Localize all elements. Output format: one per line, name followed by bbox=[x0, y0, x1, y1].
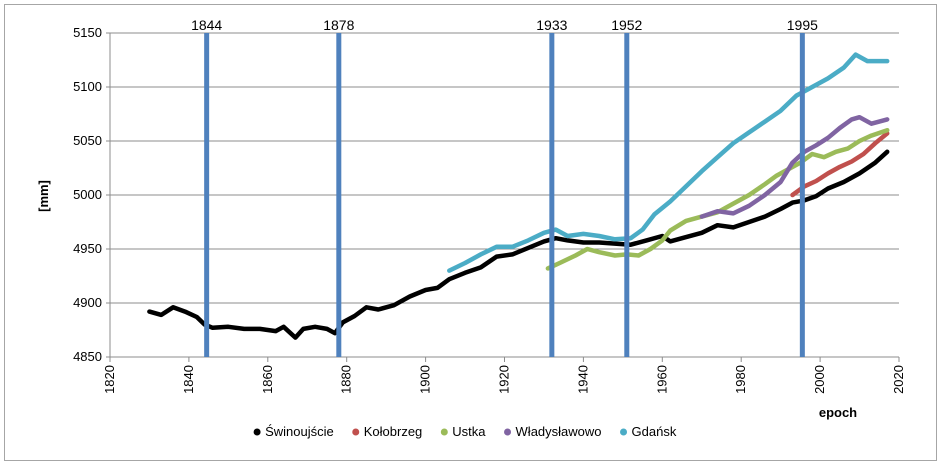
series-layer bbox=[147, 52, 890, 340]
x-tick-label: 1920 bbox=[497, 365, 512, 394]
legend-item: Kołobrzeg bbox=[352, 424, 422, 439]
y-tick-label: 5050 bbox=[73, 133, 102, 148]
x-axis-title: epoch bbox=[819, 405, 857, 420]
epoch-label: 1878 bbox=[323, 17, 354, 33]
legend-marker bbox=[352, 428, 360, 436]
x-tick-label: 1960 bbox=[654, 365, 669, 394]
x-tick-label: 1940 bbox=[575, 365, 590, 394]
epoch-markers: 1844 1878 1933 1952 1995 bbox=[191, 17, 818, 357]
legend-item: Świnoujście bbox=[253, 424, 334, 439]
x-tick-label: 1820 bbox=[102, 365, 117, 394]
x-tick-label: 1880 bbox=[339, 365, 354, 394]
legend-label: Ustka bbox=[452, 424, 486, 439]
y-tick-label: 4900 bbox=[73, 295, 102, 310]
epoch-line-3 bbox=[624, 33, 630, 357]
x-tick-label: 1860 bbox=[260, 365, 275, 394]
legend-label: Władysławowo bbox=[516, 424, 602, 439]
x-tick-label: 2020 bbox=[891, 365, 906, 394]
legend-marker bbox=[620, 428, 628, 436]
chart-frame bbox=[4, 4, 937, 461]
epoch-line-4 bbox=[799, 33, 805, 357]
epoch-line-1 bbox=[336, 33, 342, 357]
x-axis: 1820 1840 1860 1880 1900 1920 1940 1960 1980 2000… bbox=[102, 356, 906, 394]
y-axis-title: [mm] bbox=[36, 180, 51, 212]
y-tick-label: 4950 bbox=[73, 241, 102, 256]
epoch-label: 1933 bbox=[536, 17, 567, 33]
series-0-line bbox=[147, 149, 890, 340]
legend: Świnoujście Kołobrzeg Ustka Władysławowo Gda… bbox=[253, 424, 677, 439]
legend-marker bbox=[440, 428, 448, 436]
y-tick-label: 5100 bbox=[73, 79, 102, 94]
series-1-line bbox=[790, 131, 890, 198]
y-tick-label: 5000 bbox=[73, 187, 102, 202]
epoch-label: 1995 bbox=[787, 17, 818, 33]
x-tick-label: 2000 bbox=[812, 365, 827, 394]
y-tick-label: 4850 bbox=[73, 349, 102, 364]
epoch-line-0 bbox=[204, 33, 210, 357]
legend-marker bbox=[504, 428, 512, 436]
epoch-label: 1844 bbox=[191, 17, 222, 33]
legend-label: Gdańsk bbox=[632, 424, 677, 439]
y-axis: 4850 4900 4950 5000 5050 5100 5150 bbox=[73, 25, 111, 364]
epoch-line-2 bbox=[549, 33, 555, 357]
legend-label: Świnoujście bbox=[265, 424, 334, 439]
epoch-label: 1952 bbox=[611, 17, 642, 33]
gridlines bbox=[110, 32, 899, 358]
legend-item: Gdańsk bbox=[620, 424, 677, 439]
x-tick-label: 1900 bbox=[418, 365, 433, 394]
legend-label: Kołobrzeg bbox=[364, 424, 423, 439]
series-2-line bbox=[545, 127, 890, 271]
x-tick-label: 1980 bbox=[733, 365, 748, 394]
x-tick-label: 1840 bbox=[181, 365, 196, 394]
y-tick-label: 5150 bbox=[73, 25, 102, 40]
legend-marker bbox=[253, 428, 261, 436]
legend-item: Ustka bbox=[440, 424, 486, 439]
series-4-line bbox=[447, 52, 890, 273]
legend-item: Władysławowo bbox=[504, 424, 602, 439]
